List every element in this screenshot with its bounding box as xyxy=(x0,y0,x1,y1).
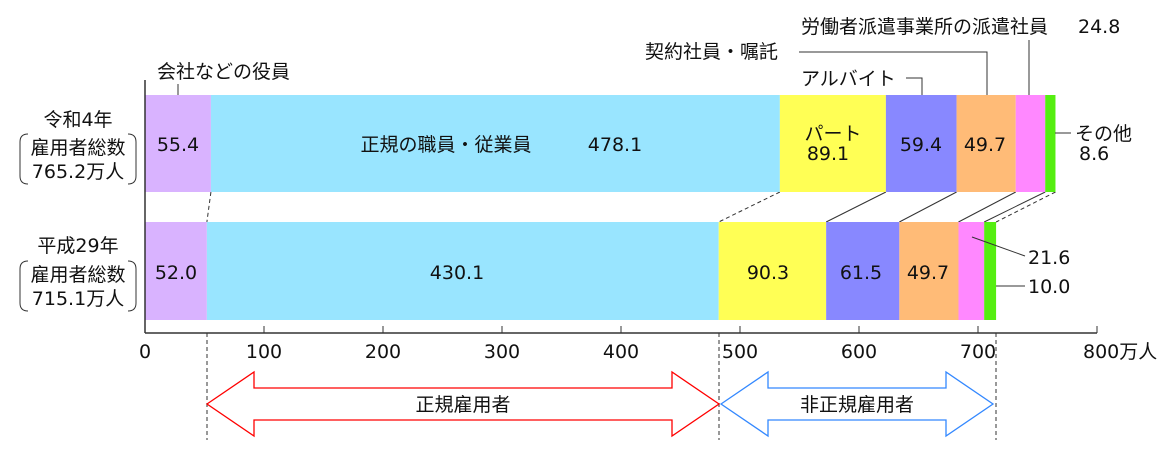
bracket-left-r4 xyxy=(19,133,29,185)
category-note-h29-line1: 雇用者総数 xyxy=(30,264,125,286)
bar-r4-series-0 xyxy=(145,95,211,192)
bar-h29-series-4 xyxy=(899,222,959,320)
connector-line xyxy=(825,191,887,223)
data-label-h29-part: 90.3 xyxy=(747,262,789,284)
bracket-right-r4 xyxy=(127,133,137,185)
bar-r4-series-2 xyxy=(779,95,886,192)
connector-line xyxy=(958,191,1016,223)
connector-line xyxy=(718,191,781,223)
bar-r4-series-5 xyxy=(1015,95,1046,192)
bar-h29-series-1 xyxy=(206,222,719,320)
series-label-regular: 正規の職員・従業員 xyxy=(360,134,531,156)
series-label-contract: 契約社員・嘱託 xyxy=(645,41,778,63)
bar-h29-series-5 xyxy=(958,222,985,320)
bar-h29-series-3 xyxy=(826,222,900,320)
category-note-h29-line2: 715.1万人 xyxy=(32,288,124,310)
bar-h29-series-6 xyxy=(984,222,997,320)
bar-r4-series-3 xyxy=(885,95,957,192)
x-tick-label: 100 xyxy=(246,341,282,363)
series-label-arbeit: アルバイト xyxy=(801,68,896,90)
bars xyxy=(145,95,1056,320)
bar-h29-series-2 xyxy=(718,222,827,320)
category-label-h29: 平成29年 xyxy=(37,235,118,257)
data-label-r4-regular: 478.1 xyxy=(588,134,642,156)
category-note-r4-line1: 雇用者総数 xyxy=(30,137,125,159)
connector-lines xyxy=(206,191,1056,223)
data-label-h29-arbeit: 61.5 xyxy=(840,262,882,284)
connector-line xyxy=(995,191,1056,223)
callout-line-contract xyxy=(799,51,988,95)
connector-line xyxy=(899,191,957,223)
data-label-r4-arbeit: 59.4 xyxy=(900,134,942,156)
x-tick-label: 700 xyxy=(960,341,996,363)
bar-h29-series-0 xyxy=(145,222,207,320)
data-label-h29-executives: 52.0 xyxy=(155,262,197,284)
data-label-r4-dispatched: 24.8 xyxy=(1078,16,1120,38)
non-regular-employee-arrow xyxy=(719,370,995,438)
data-label-h29-contract: 49.7 xyxy=(907,262,949,284)
regular-employee-arrow xyxy=(205,370,721,438)
x-tick-label: 0 xyxy=(139,341,151,363)
category-label-r4: 令和4年 xyxy=(43,109,112,131)
x-tick-label: 500 xyxy=(722,341,758,363)
data-label-r4-contract: 49.7 xyxy=(964,134,1006,156)
bracket-right-h29 xyxy=(127,260,137,312)
series-label-dispatched: 労働者派遣事業所の派遣社員 xyxy=(801,16,1048,38)
x-tick-label: 200 xyxy=(365,341,401,363)
bar-r4-series-4 xyxy=(956,95,1016,192)
connector-line xyxy=(983,191,1046,223)
non-regular-employee-label: 非正規雇用者 xyxy=(800,394,914,416)
regular-employee-label: 正規雇用者 xyxy=(415,394,510,416)
series-label-other: その他 xyxy=(1075,123,1132,145)
category-note-r4-line2: 765.2万人 xyxy=(32,161,124,183)
series-label-executives: 会社などの役員 xyxy=(157,61,290,83)
x-tick-label: 600 xyxy=(841,341,877,363)
data-label-r4-other: 8.6 xyxy=(1079,143,1109,165)
bracket-left-h29 xyxy=(19,260,29,312)
data-label-r4-part: 89.1 xyxy=(807,143,849,165)
x-tick-label: 300 xyxy=(484,341,520,363)
x-tick-label: 400 xyxy=(603,341,639,363)
x-tick-label: 800万人 xyxy=(1083,341,1157,363)
callout-line-h29-dispatched xyxy=(971,236,1026,257)
connector-line xyxy=(206,191,212,223)
series-label-part: パート xyxy=(804,123,861,145)
bar-r4-series-6 xyxy=(1045,95,1056,192)
data-label-r4-executives: 55.4 xyxy=(157,134,199,156)
data-label-h29-other: 10.0 xyxy=(1028,276,1070,298)
x-ticks: 0 100 200 300 400 500 600 700 800万人 xyxy=(139,326,1157,363)
data-label-h29-dispatched: 21.6 xyxy=(1028,247,1070,269)
data-label-h29-regular: 430.1 xyxy=(430,262,484,284)
bar-r4-series-1 xyxy=(210,95,780,192)
callout-line-arbeit xyxy=(906,77,923,95)
